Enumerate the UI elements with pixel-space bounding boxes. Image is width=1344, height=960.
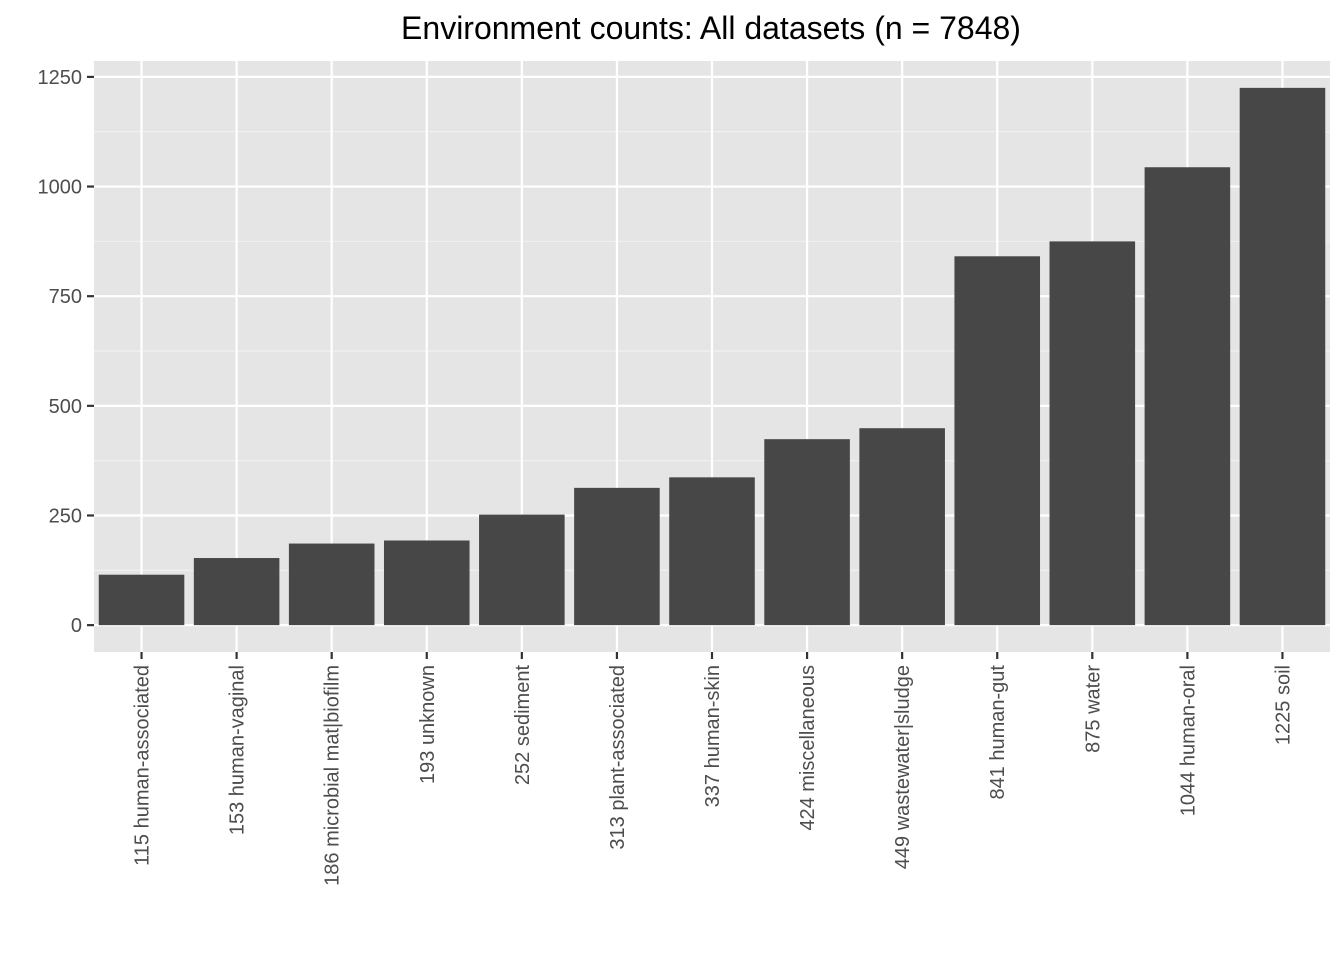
y-tick-label: 0 [71,615,82,637]
bar [764,439,850,626]
bar [193,558,280,626]
x-tick-label: 186 microbial mat|biofilm [322,665,344,886]
x-tick-label: 313 plant-associated [607,665,629,850]
x-tick-label: 1044 human-oral [1177,665,1199,816]
y-tick-label: 1000 [38,177,83,199]
bar [859,428,945,626]
bar [479,514,565,626]
y-tick-label: 1250 [38,67,83,89]
x-tick-label: 252 sediment [512,665,534,786]
bar [1239,87,1326,626]
bar [98,574,185,626]
x-axis: 115 human-associated 153 human-vaginal 186… [132,652,1294,886]
chart-title: Environment counts: All datasets (n = 78… [401,10,1021,46]
x-tick-label: 193 unknown [417,665,439,784]
bar [383,540,470,626]
x-tick-label: 424 miscellaneous [797,665,819,831]
bar [1144,167,1231,626]
y-tick-label: 750 [49,286,82,308]
bar [288,543,375,626]
x-tick-label: 1225 soil [1272,665,1294,745]
bar [1049,241,1136,626]
bar [574,487,660,626]
bar [954,256,1041,626]
y-tick-label: 500 [49,396,82,418]
x-tick-label: 449 wastewater|sludge [892,665,914,869]
bar [669,477,755,626]
x-tick-label: 115 human-associated [132,665,154,866]
y-tick-label: 250 [49,505,82,527]
bars [98,87,1326,626]
y-axis: 0 250 500 750 1000 1250 [38,67,94,637]
x-tick-label: 337 human-skin [702,665,724,807]
x-tick-label: 153 human-vaginal [227,665,249,835]
x-tick-label: 841 human-gut [987,665,1009,800]
x-tick-label: 875 water [1082,665,1104,753]
